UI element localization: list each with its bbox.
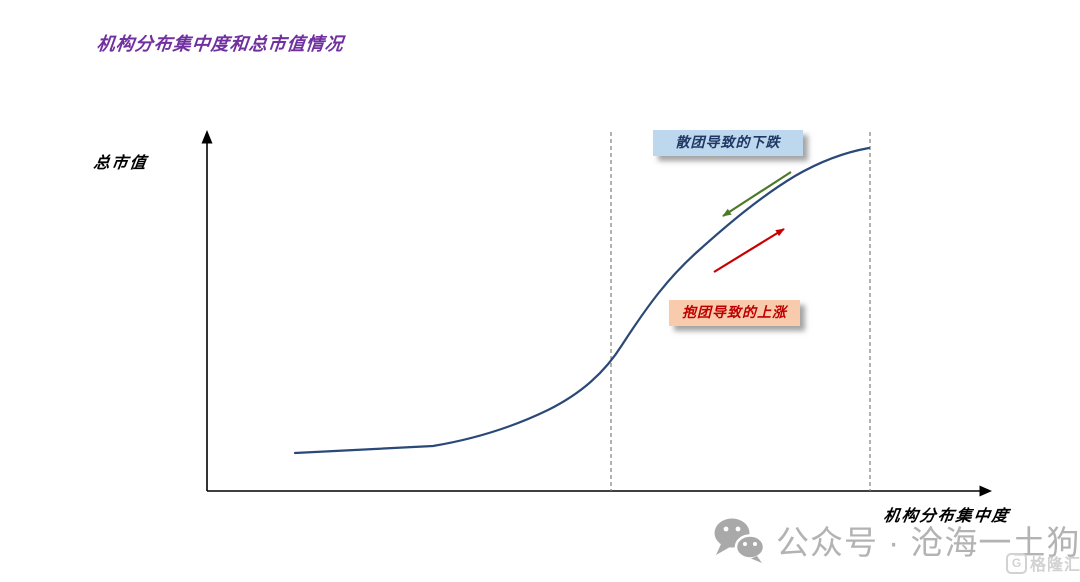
wechat-icon	[712, 516, 766, 564]
market-value-curve	[293, 146, 871, 455]
y-axis-label: 总市值	[92, 153, 150, 172]
gelonghui-logo: G 格隆汇	[1006, 551, 1080, 575]
watermark-text: 公众号 · 沧海一土狗	[776, 524, 1080, 561]
watermark: 公众号 · 沧海一土狗	[712, 516, 1080, 564]
down-left-arrow	[722, 171, 792, 217]
decline-callout-box: 散团导致的下跌	[653, 130, 803, 156]
page-title: 机构分布集中度和总市值情况	[95, 34, 345, 55]
y-axis-arrowhead	[201, 130, 213, 144]
x-axis-arrowhead	[979, 485, 992, 497]
gelonghui-logo-text: 格隆汇	[1030, 557, 1080, 574]
gelonghui-icon: G	[1006, 552, 1027, 574]
rise-callout-box: 抱团导致的上涨	[669, 300, 800, 326]
up-right-arrow	[713, 228, 785, 273]
